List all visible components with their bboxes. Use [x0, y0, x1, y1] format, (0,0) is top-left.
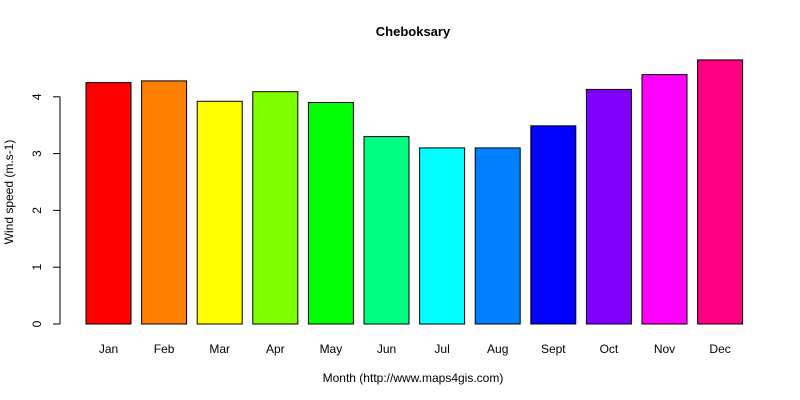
y-axis: 0 1 2 3 4 [30, 93, 61, 327]
bar-apr [252, 91, 299, 325]
x-tick-label-apr: Apr [266, 342, 285, 356]
bar-jan [85, 82, 132, 325]
bar-may [307, 102, 354, 325]
x-tick-label-may: May [320, 342, 343, 356]
x-axis-label: Month (http://www.maps4gis.com) [323, 371, 504, 385]
x-tick-label-jan: Jan [99, 342, 118, 356]
bar-nov [641, 74, 688, 325]
x-tick-labels: Jan Feb Mar Apr May Jun Jul Aug Sept Oct Nov Dec [99, 342, 731, 356]
x-tick-label-aug: Aug [487, 342, 508, 356]
y-tick-label-0: 0 [30, 320, 44, 327]
x-tick-label-jul: Jul [434, 342, 449, 356]
bar-mar [196, 100, 243, 325]
bar-jul [419, 147, 466, 325]
chart-title: Cheboksary [376, 24, 451, 39]
bar-dec [697, 59, 744, 325]
x-tick-label-feb: Feb [154, 342, 175, 356]
bar-oct [585, 88, 632, 325]
x-tick-label-nov: Nov [654, 342, 675, 356]
y-tick-label-3: 3 [30, 150, 44, 157]
y-tick-label-2: 2 [30, 207, 44, 214]
bars-group [85, 59, 744, 325]
x-tick-label-sept: Sept [541, 342, 566, 356]
bar-jun [363, 136, 410, 325]
x-tick-label-jun: Jun [377, 342, 396, 356]
x-tick-label-mar: Mar [209, 342, 230, 356]
bar-sept [530, 125, 577, 325]
y-tick-label-1: 1 [30, 264, 44, 271]
y-axis-label: Wind speed (m.s-1) [2, 140, 16, 245]
x-tick-label-dec: Dec [709, 342, 730, 356]
y-tick-label-4: 4 [30, 93, 44, 100]
bar-aug [474, 147, 521, 325]
bar-feb [141, 80, 188, 325]
x-tick-label-oct: Oct [600, 342, 619, 356]
